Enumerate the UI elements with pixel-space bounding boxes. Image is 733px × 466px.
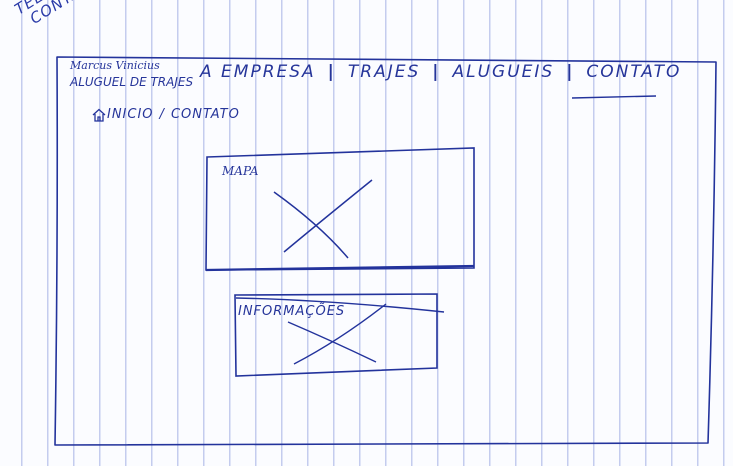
map-placeholder-cross bbox=[273, 179, 373, 259]
nav-separator: | bbox=[327, 62, 336, 82]
nav-item-contato[interactable]: CONTATO bbox=[586, 62, 682, 82]
nav-item-alugueis[interactable]: ALUGUEIS bbox=[452, 62, 555, 82]
breadcrumb-separator: / bbox=[159, 107, 165, 122]
brand-name: Marcus Vinicius bbox=[70, 59, 160, 72]
info-box-frame bbox=[234, 293, 438, 377]
info-box-label: INFORMAÇÕES bbox=[238, 304, 346, 319]
nav-separator: | bbox=[566, 62, 575, 82]
page-frame bbox=[54, 56, 717, 446]
main-nav: A EMPRESA | TRAJES | ALUGUEIS | CONTATO bbox=[200, 62, 681, 82]
nav-item-trajes[interactable]: TRAJES bbox=[347, 62, 421, 82]
breadcrumb: INICIO / CONTATO bbox=[92, 107, 240, 122]
nav-separator: | bbox=[432, 62, 441, 82]
brand-logo[interactable]: Marcus Vinicius ALUGUEL DE TRAJES bbox=[70, 58, 193, 90]
map-box-frame bbox=[205, 147, 475, 271]
info-box-topline bbox=[235, 297, 445, 313]
active-nav-underline bbox=[571, 95, 657, 99]
breadcrumb-home-link[interactable]: INICIO bbox=[107, 107, 154, 122]
home-icon[interactable] bbox=[92, 108, 106, 122]
info-placeholder-cross bbox=[287, 303, 387, 365]
nav-item-empresa[interactable]: A EMPRESA bbox=[200, 62, 316, 82]
map-box-label: MAPA bbox=[222, 164, 259, 178]
map-box-bottom-line bbox=[205, 264, 475, 272]
brand-subtitle: ALUGUEL DE TRAJES bbox=[70, 75, 194, 89]
breadcrumb-current: CONTATO bbox=[170, 107, 240, 122]
